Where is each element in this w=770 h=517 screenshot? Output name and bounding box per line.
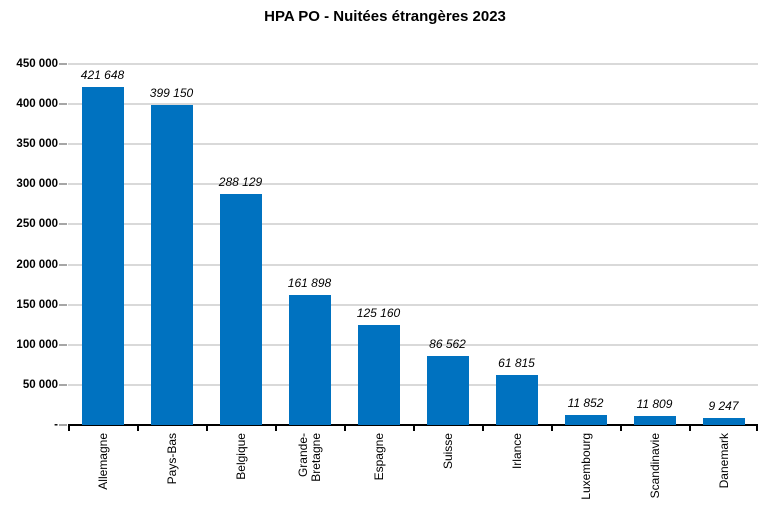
y-axis-tick-label: 200 000: [16, 258, 58, 271]
gridline: [68, 383, 758, 386]
x-axis-tick-mark: [206, 425, 208, 431]
bar-value-label: 161 898: [287, 276, 332, 290]
x-category-label: Espagne: [371, 433, 385, 481]
x-category-label: Grande- Bretagne: [295, 433, 323, 482]
chart-title: HPA PO - Nuitées étrangères 2023: [264, 8, 506, 25]
bar-value-label: 61 815: [498, 356, 535, 370]
x-axis-tick-mark: [620, 425, 622, 431]
y-axis-tick-mark: [59, 143, 67, 146]
y-axis-tick-label: 100 000: [16, 338, 58, 351]
y-axis-tick-mark: [59, 103, 67, 106]
bar: [702, 418, 745, 425]
x-category-label: Danemark: [716, 433, 730, 489]
y-axis-tick-mark: [59, 343, 67, 346]
x-category-label: Scandinavie: [647, 433, 661, 499]
y-axis-tick-label: 350 000: [16, 138, 58, 151]
gridline: [68, 263, 758, 266]
y-axis-tick-label: 150 000: [16, 298, 58, 311]
bar: [633, 416, 676, 425]
gridline: [68, 303, 758, 306]
x-category-label: Luxembourg: [578, 433, 592, 500]
y-axis-tick-mark: [59, 183, 67, 186]
y-axis-tick-mark: [59, 303, 67, 306]
x-axis-tick-mark: [689, 425, 691, 431]
y-axis-tick-mark: [59, 263, 67, 266]
bar: [150, 105, 193, 425]
y-axis-tick-mark: [59, 63, 67, 65]
gridline: [68, 103, 758, 106]
x-category-label: Pays-Bas: [164, 433, 178, 485]
bar-value-label: 288 129: [218, 175, 263, 189]
bar: [288, 295, 331, 425]
bar-value-label: 399 150: [149, 86, 194, 100]
gridline: [68, 143, 758, 146]
x-axis-tick-mark: [756, 425, 758, 431]
y-axis-tick-mark: [59, 424, 67, 426]
x-axis-tick-mark: [344, 425, 346, 431]
bar: [426, 356, 469, 425]
x-axis-tick-mark: [551, 425, 553, 431]
bar: [495, 375, 538, 425]
gridline: [68, 343, 758, 346]
x-axis-tick-mark: [68, 425, 70, 431]
bar-value-label: 125 160: [356, 306, 401, 320]
x-category-label: Belgique: [233, 433, 247, 480]
gridline: [68, 63, 758, 65]
bar-value-label: 86 562: [429, 337, 466, 351]
y-axis-tick-label: -: [54, 419, 58, 431]
x-axis-tick-mark: [482, 425, 484, 431]
x-category-label: Suisse: [440, 433, 454, 470]
y-axis-tick-label: 50 000: [22, 378, 58, 391]
bar-value-label: 9 247: [708, 399, 739, 413]
y-axis-tick-mark: [59, 383, 67, 386]
y-axis-tick-label: 400 000: [16, 98, 58, 111]
gridline: [68, 223, 758, 226]
x-category-label: Allemagne: [95, 433, 109, 490]
y-axis-tick-label: 250 000: [16, 218, 58, 231]
x-axis-tick-mark: [413, 425, 415, 431]
bar: [219, 194, 262, 425]
x-axis-tick-mark: [137, 425, 139, 431]
bar-value-label: 11 852: [567, 396, 604, 410]
bar-value-label: 421 648: [80, 68, 125, 82]
x-category-label: Irlance: [509, 433, 523, 470]
y-axis-tick-mark: [59, 223, 67, 226]
bar: [81, 87, 124, 425]
x-axis-tick-mark: [275, 425, 277, 431]
bar-value-label: 11 809: [636, 397, 673, 411]
y-axis-tick-label: 300 000: [16, 178, 58, 191]
gridline: [68, 183, 758, 186]
bar: [564, 415, 607, 425]
y-axis-tick-label: 450 000: [16, 58, 58, 70]
bar: [357, 325, 400, 425]
